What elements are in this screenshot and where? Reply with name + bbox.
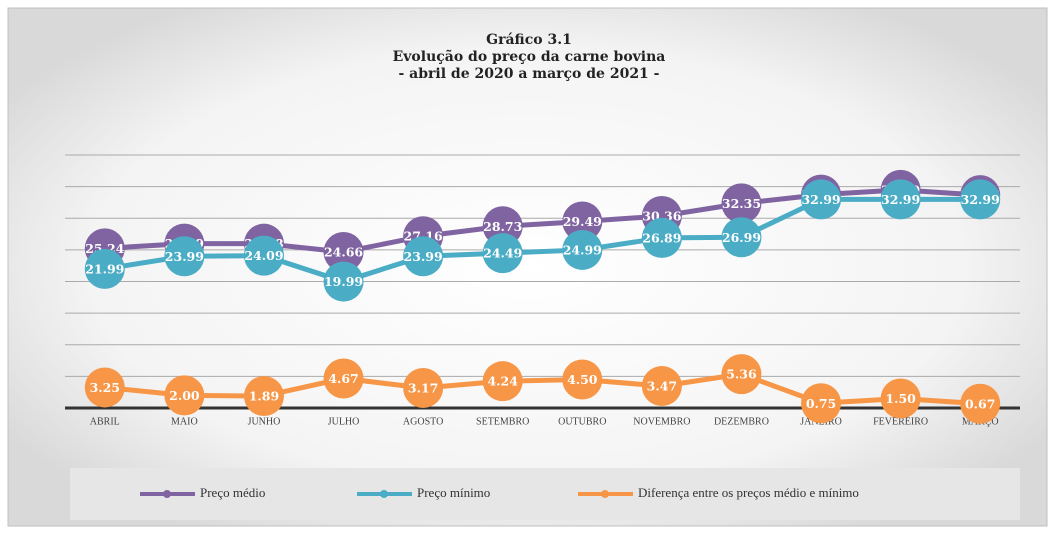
x-tick-label: JULHO (328, 416, 360, 427)
data-label: 26.99 (722, 230, 761, 245)
data-label: 24.99 (563, 242, 602, 257)
data-label: 4.67 (328, 371, 358, 386)
data-point (482, 361, 523, 402)
data-point (164, 375, 205, 416)
data-label: 1.89 (249, 389, 279, 404)
legend-label: Preço médio (200, 485, 265, 500)
data-point (243, 376, 284, 417)
data-label: 4.50 (567, 372, 598, 387)
data-label: 5.36 (726, 367, 757, 382)
data-point (243, 235, 284, 276)
data-point (84, 248, 125, 289)
data-point (323, 358, 364, 399)
data-point (721, 183, 762, 224)
data-label: 23.99 (165, 249, 204, 264)
data-point (641, 366, 682, 407)
x-tick-label: AGOSTO (403, 416, 443, 427)
chart-frame (7, 7, 1048, 527)
x-tick-label: OUTUBRO (558, 416, 606, 427)
data-label: 23.99 (404, 249, 443, 264)
legend-box (70, 468, 1020, 520)
x-tick-label: SETEMBRO (476, 416, 529, 427)
data-point (562, 229, 603, 270)
data-label: 26.89 (642, 230, 681, 245)
data-point (482, 233, 523, 274)
data-label: 3.47 (647, 379, 677, 394)
data-point (164, 236, 205, 277)
legend-marker (380, 490, 388, 498)
chart-title: Evolução do preço da carne bovina (393, 48, 666, 65)
legend-marker (163, 490, 171, 498)
data-label: 0.67 (965, 396, 995, 411)
data-label: 24.09 (244, 248, 283, 263)
chart-subtitle: - abril de 2020 a março de 2021 - (398, 66, 659, 82)
legend-marker (601, 490, 609, 498)
data-label: 24.66 (324, 245, 363, 260)
data-label: 19.99 (324, 274, 363, 289)
chart-title: Gráfico 3.1 (486, 32, 572, 48)
data-point (562, 359, 603, 400)
x-tick-label: ABRIL (90, 416, 120, 427)
data-point (721, 354, 762, 395)
data-point (403, 367, 444, 408)
data-point (960, 179, 1001, 220)
x-tick-label: NOVEMBRO (633, 416, 690, 427)
legend-label: Diferença entre os preços médio e mínimo (638, 485, 859, 500)
data-point (323, 261, 364, 302)
x-tick-label: JUNHO (248, 416, 281, 427)
data-label: 29.49 (563, 214, 602, 229)
data-label: 1.50 (885, 391, 916, 406)
data-label: 32.35 (722, 196, 761, 211)
data-point (801, 179, 842, 220)
data-label: 0.75 (806, 396, 836, 411)
data-label: 28.73 (483, 219, 522, 234)
data-point (801, 383, 842, 424)
data-point (562, 201, 603, 242)
data-label: 32.99 (961, 192, 1000, 207)
data-point (84, 367, 125, 408)
data-label: 3.25 (90, 380, 120, 395)
data-point (403, 236, 444, 277)
x-tick-label: FEVEREIRO (873, 416, 928, 427)
data-point (880, 179, 921, 220)
data-label: 3.17 (408, 380, 438, 395)
x-tick-label: MAIO (171, 416, 198, 427)
data-point (641, 217, 682, 258)
data-label: 32.99 (881, 192, 920, 207)
data-label: 2.00 (169, 388, 200, 403)
data-point (880, 378, 921, 419)
data-label: 24.49 (483, 246, 522, 261)
data-label: 21.99 (85, 261, 124, 276)
data-label: 30.36 (642, 208, 681, 223)
data-label: 4.24 (487, 374, 518, 389)
data-label: 32.99 (801, 192, 840, 207)
data-point (323, 232, 364, 273)
data-point (721, 217, 762, 258)
legend-label: Preço mínimo (417, 485, 490, 500)
data-point (960, 383, 1001, 424)
x-tick-label: DEZEMBRO (714, 416, 769, 427)
